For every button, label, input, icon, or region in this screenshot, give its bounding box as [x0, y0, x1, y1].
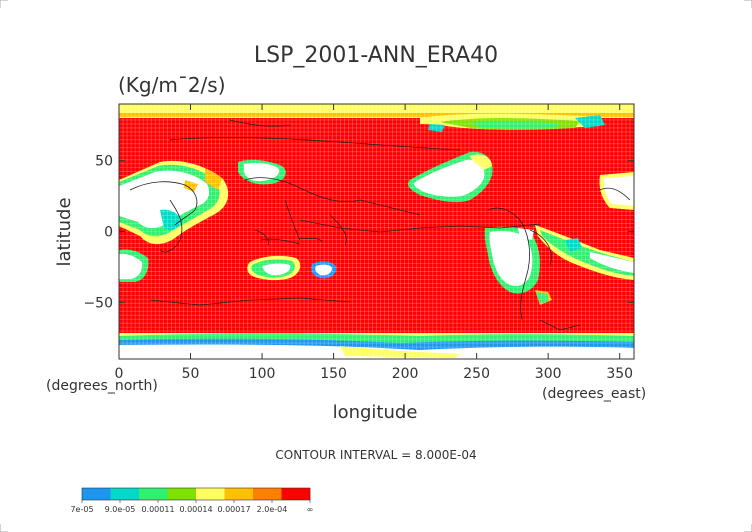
x-tick-label: 50	[182, 366, 200, 382]
colorbar-swatch	[196, 488, 225, 500]
coastlines	[129, 119, 631, 331]
x-unit-label: (degrees_east)	[542, 386, 646, 402]
y-axis: −50 0 50	[83, 154, 634, 311]
y-tick-label: −50	[83, 295, 113, 311]
y-axis-label: latitude	[54, 197, 75, 266]
colorbar-label: 0.00014	[179, 505, 212, 514]
colorbar-label: 0.00017	[217, 505, 250, 514]
colorbar-swatch	[110, 488, 140, 500]
colorbar: 7e-05 9.0e-05 0.00011 0.00014 0.00017 2.0e-04…	[70, 487, 314, 514]
low-region-south-indian	[247, 255, 337, 281]
colorbar-label: 7e-05	[70, 505, 93, 514]
colorbar-swatch	[167, 488, 197, 500]
colorbar-swatch	[224, 488, 254, 500]
y-unit-label: (degrees_north)	[46, 378, 158, 394]
y-tick-label: 50	[95, 154, 113, 170]
x-tick-label: 150	[320, 366, 347, 382]
x-tick-label: 350	[606, 366, 633, 382]
colorbar-label: 9.0e-05	[105, 505, 136, 514]
grid-lines	[119, 104, 634, 359]
colorbar-label: ∞	[307, 505, 314, 514]
colorbar-label: 0.00011	[141, 505, 174, 514]
field-layer	[119, 104, 634, 359]
low-region-atlantic	[119, 172, 634, 282]
x-axis: 0 50 100 150 200 250 300 350	[115, 104, 633, 382]
x-axis-label: longitude	[333, 402, 418, 423]
chart-units: (Kg/m¯2/s)	[118, 73, 226, 97]
colorbar-swatch	[253, 488, 282, 500]
antarctic-band	[119, 333, 634, 359]
low-region-africa	[119, 159, 286, 245]
low-region-east-pacific	[484, 225, 634, 305]
colorbar-swatch	[139, 488, 168, 500]
x-tick-label: 100	[249, 366, 276, 382]
colorbar-swatch	[281, 488, 311, 500]
y-tick-label: 0	[104, 225, 113, 241]
x-tick-label: 300	[535, 366, 562, 382]
contour-interval-text: CONTOUR INTERVAL = 8.000E-04	[275, 448, 476, 462]
x-tick-label: 250	[463, 366, 490, 382]
arctic-band	[119, 104, 634, 132]
colorbar-label: 2.0e-04	[257, 505, 288, 514]
chart-title: LSP_2001-ANN_ERA40	[254, 43, 498, 68]
x-tick-label: 200	[392, 366, 419, 382]
colorbar-swatch	[82, 488, 111, 500]
low-region-central-pacific	[408, 151, 493, 203]
x-tick-label: 0	[115, 366, 124, 382]
